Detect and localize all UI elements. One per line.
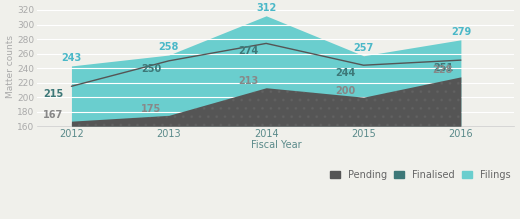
Text: 167: 167 (43, 110, 63, 120)
Text: 175: 175 (141, 104, 161, 114)
Text: 274: 274 (238, 46, 258, 56)
Text: 213: 213 (238, 76, 258, 86)
Text: 215: 215 (43, 89, 63, 99)
Text: 228: 228 (433, 65, 453, 75)
Text: 244: 244 (335, 68, 356, 78)
Legend: Pending, Finalised, Filings: Pending, Finalised, Filings (326, 166, 514, 184)
Y-axis label: Matter counts: Matter counts (6, 35, 15, 98)
Text: 257: 257 (354, 43, 374, 53)
Text: 279: 279 (451, 27, 471, 37)
Text: 243: 243 (61, 53, 82, 63)
Text: 200: 200 (335, 86, 356, 96)
Text: 251: 251 (433, 63, 453, 73)
X-axis label: Fiscal Year: Fiscal Year (251, 140, 301, 150)
Text: 258: 258 (159, 42, 179, 52)
Text: 250: 250 (141, 64, 161, 74)
Text: 312: 312 (256, 3, 276, 13)
